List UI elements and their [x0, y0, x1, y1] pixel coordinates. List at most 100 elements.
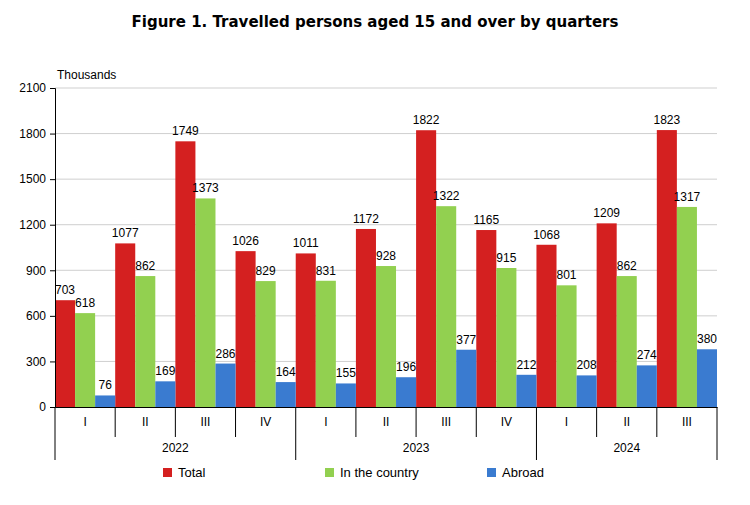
data-label: 1822	[413, 113, 440, 127]
x-tick: IV	[501, 407, 512, 429]
x-tick: II	[383, 407, 390, 429]
title: Figure 1. Travelled persons aged 15 and …	[132, 13, 619, 31]
bar	[135, 276, 155, 407]
bar	[336, 383, 356, 407]
bar	[637, 365, 657, 407]
bar	[416, 130, 436, 407]
bar	[356, 229, 376, 407]
x-tick: III	[200, 407, 210, 429]
data-label: 1011	[293, 236, 319, 250]
data-label: 1209	[593, 206, 620, 220]
data-label: 169	[155, 364, 175, 378]
legend: TotalIn the countryAbroad	[163, 465, 544, 480]
y-tick-mark	[50, 407, 55, 408]
category-separator	[476, 407, 477, 437]
data-label: 1172	[353, 212, 379, 226]
bar	[316, 281, 336, 407]
x-axis-line	[56, 407, 718, 408]
y-tick: 1500	[19, 172, 55, 186]
category-separator	[596, 407, 597, 437]
bar-series	[75, 198, 697, 407]
data-label: 380	[697, 332, 717, 346]
legend-item: Abroad	[487, 465, 544, 480]
bar	[456, 350, 476, 407]
bar	[95, 395, 115, 407]
group-labels: 202220232024	[162, 441, 640, 455]
data-label: 212	[516, 358, 536, 372]
x-axis: IIIIIIIVIIIIIIIVIIIIII	[56, 407, 718, 429]
data-label: 1373	[192, 181, 219, 195]
grid-line	[55, 88, 717, 89]
y-axis-line	[50, 89, 56, 408]
data-label: 208	[577, 358, 597, 372]
x-tick-label: II	[383, 415, 390, 429]
group-separator	[55, 407, 56, 460]
bar-series	[55, 130, 677, 407]
bar	[155, 381, 175, 407]
grid-line	[55, 224, 717, 225]
bar	[677, 207, 697, 407]
y-tick-label: 1200	[19, 218, 46, 232]
y-tick: 600	[26, 309, 55, 323]
group-separator	[536, 407, 537, 460]
y-tick: 0	[39, 400, 55, 414]
bar	[577, 375, 597, 407]
chart: Figure 1. Travelled persons aged 15 and …	[0, 0, 750, 505]
bar	[496, 268, 516, 407]
category-separator	[115, 407, 116, 437]
grid	[55, 88, 717, 407]
data-label: 274	[637, 348, 657, 362]
bar	[276, 382, 296, 407]
data-label: 1322	[433, 189, 460, 203]
x-tick-label: IV	[260, 415, 271, 429]
data-label: 915	[496, 251, 516, 265]
data-label: 377	[456, 333, 476, 347]
x-tick: I	[324, 407, 327, 429]
y-tick-mark	[50, 134, 55, 135]
data-label: 928	[376, 249, 396, 263]
y-tick-label: 0	[39, 400, 46, 414]
category-separator	[175, 407, 176, 437]
bar	[617, 276, 637, 407]
bar	[296, 253, 316, 407]
bar	[215, 364, 235, 407]
category-separators	[55, 407, 717, 460]
data-label: 829	[256, 264, 276, 278]
bar	[436, 206, 456, 407]
x-tick-label: I	[83, 415, 86, 429]
bar	[657, 130, 677, 407]
x-tick-label: II	[623, 415, 630, 429]
y-tick-label: 600	[26, 309, 46, 323]
x-tick: III	[682, 407, 692, 429]
category-separator	[656, 407, 657, 437]
x-tick-label: III	[441, 415, 451, 429]
y-tick-label: 1500	[19, 172, 46, 186]
grid-line	[55, 133, 717, 134]
data-label: 862	[135, 259, 155, 273]
x-tick-label: I	[324, 415, 327, 429]
y-tick-label: 2100	[19, 81, 46, 95]
data-label: 155	[336, 366, 356, 380]
x-tick: III	[441, 407, 451, 429]
bar-series	[95, 349, 717, 407]
group-label: 2023	[403, 441, 430, 455]
x-tick: I	[565, 407, 568, 429]
y-tick: 2100	[19, 81, 55, 95]
bar	[697, 349, 717, 407]
y-tick-mark	[50, 361, 55, 362]
bar	[516, 375, 536, 407]
y-axis-label: Thousands	[57, 68, 116, 82]
x-tick: II	[142, 407, 149, 429]
legend-swatch	[163, 468, 172, 477]
data-label: 831	[316, 264, 336, 278]
x-tick-label: IV	[501, 415, 512, 429]
data-label: 1068	[533, 228, 560, 242]
y-tick: 1200	[19, 218, 55, 232]
data-label: 618	[75, 296, 95, 310]
bar	[236, 251, 256, 407]
y-tick: 900	[26, 264, 55, 278]
x-tick: I	[83, 407, 86, 429]
category-separator	[235, 407, 236, 437]
data-label: 1026	[232, 234, 259, 248]
legend-swatch	[325, 468, 334, 477]
